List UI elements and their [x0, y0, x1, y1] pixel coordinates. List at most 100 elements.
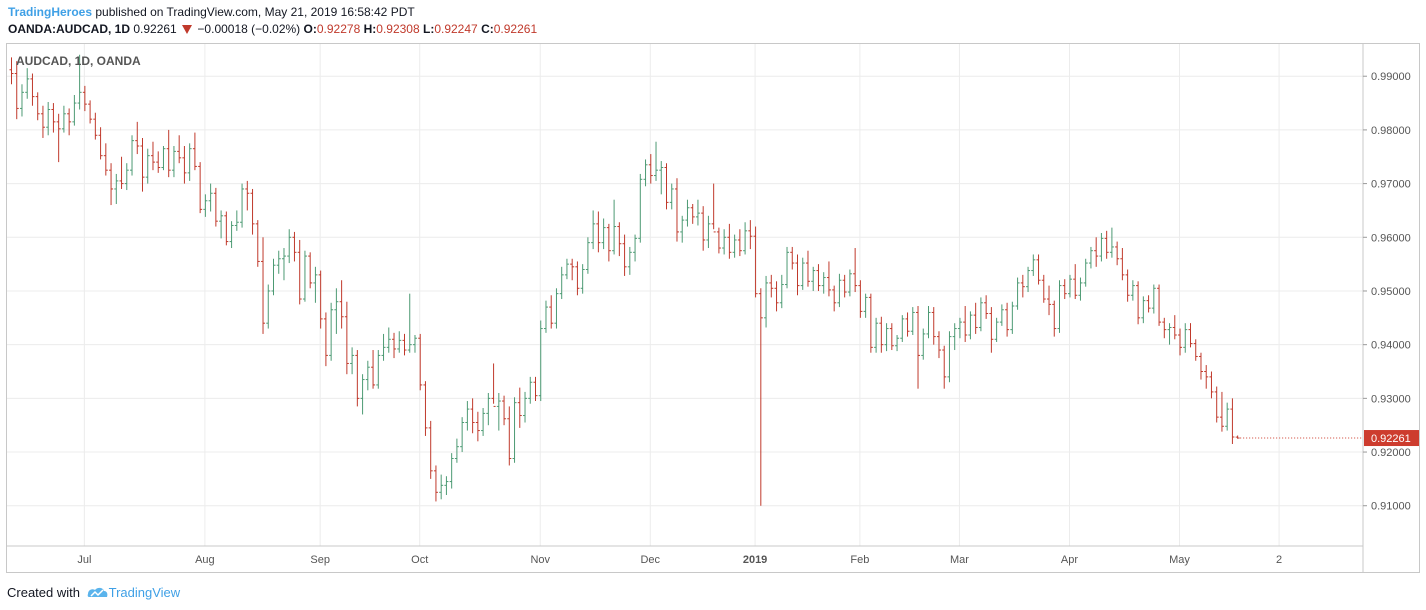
price-axis[interactable]: 0.91000 0.92000 0.93000 0.94000 0.95000 0.960…: [1363, 71, 1411, 513]
ohlc-bar: [439, 474, 444, 500]
ohlc-bar: [67, 108, 72, 136]
ohlc-bar: [695, 199, 700, 226]
ohlc-bar: [1141, 296, 1146, 324]
ohlc-bar: [638, 173, 643, 243]
ohlc-bar: [423, 381, 428, 436]
ohlc-bar: [245, 180, 250, 211]
ohlc-bar: [344, 301, 349, 375]
ohlc-bar: [72, 95, 77, 126]
ohlc-bar: [832, 285, 837, 312]
ohlc-bar: [868, 293, 873, 353]
ohlc-bar: [973, 302, 978, 334]
ohlc-bar: [318, 270, 323, 329]
tradingview-link[interactable]: TradingView: [108, 585, 181, 600]
ohlc-bar: [837, 273, 842, 308]
ohlc-bar: [1062, 279, 1067, 300]
ohlc-bar: [213, 187, 218, 227]
ohlc-bar: [224, 211, 229, 246]
ohlc-bar: [805, 250, 810, 287]
ohlc-bar: [40, 105, 45, 138]
ohlc-bar: [889, 323, 894, 351]
ohlc-bar: [690, 203, 695, 224]
ohlc-bar: [1146, 295, 1151, 313]
ohlc-bar: [559, 266, 564, 300]
ohlc-chart[interactable]: 0.91000 0.92000 0.93000 0.94000 0.95000 0.960…: [7, 44, 1419, 572]
ohlc-bar: [402, 333, 407, 356]
ohlc-bar: [145, 148, 150, 184]
ohlc-bar: [785, 246, 790, 289]
ohlc-bar: [1120, 248, 1125, 281]
open-value: 0.92278: [316, 22, 361, 36]
ohlc-bar: [496, 392, 501, 431]
ohlc-bar: [281, 248, 286, 281]
ohlc-bar: [585, 237, 590, 274]
ohlc-bar: [743, 222, 748, 255]
ohlc-bar: [93, 112, 98, 140]
ohlc-bar: [659, 161, 664, 195]
price-tick-label: 0.92000: [1371, 447, 1411, 459]
ohlc-bar: [769, 274, 774, 298]
time-axis[interactable]: Jul Aug Sep Oct Nov Dec 2019 Feb Mar Apr May 2: [77, 554, 1282, 566]
author-link[interactable]: TradingHeroes: [8, 5, 93, 19]
ohlc-bar: [302, 250, 307, 302]
ohlc-bar: [680, 215, 685, 243]
ohlc-bar: [392, 332, 397, 359]
ohlc-bar: [56, 113, 61, 163]
ohlc-bar: [732, 234, 737, 258]
price-tick-label: 0.95000: [1371, 286, 1411, 298]
price-tick-label: 0.97000: [1371, 179, 1411, 191]
tradingview-logo-icon: [87, 587, 107, 597]
ohlc-bar: [575, 261, 580, 296]
ohlc-bar: [1109, 227, 1114, 258]
ohlc-bar: [365, 360, 370, 391]
ohlc-bar: [1078, 277, 1083, 301]
ohlc-bar: [538, 320, 543, 402]
ohlc-bar: [701, 206, 706, 251]
published-text: published on TradingView.com, May 21, 20…: [95, 5, 415, 19]
ohlc-bar: [753, 226, 758, 298]
price-tick-label: 0.98000: [1371, 125, 1411, 137]
ohlc-bar: [276, 250, 281, 274]
time-tick-label: Mar: [950, 554, 969, 566]
ohlc-bar: [606, 223, 611, 262]
ohlc-bar: [491, 363, 496, 407]
high-label: H:: [363, 22, 377, 36]
ohlc-bar: [1151, 284, 1156, 314]
ohlc-bar: [921, 328, 926, 360]
time-tick-label: Nov: [530, 554, 550, 566]
price-change: −0.00018 (−0.02%): [197, 22, 301, 36]
ohlc-bar: [984, 295, 989, 319]
ohlc-bar: [591, 210, 596, 250]
ohlc-bar: [287, 229, 292, 264]
ohlc-bar: [1094, 237, 1099, 267]
ohlc-bar: [1225, 402, 1230, 431]
ohlc-bar: [82, 85, 87, 112]
ohlc-bar: [528, 376, 533, 404]
ohlc-bar: [879, 316, 884, 353]
ohlc-bar: [9, 57, 14, 85]
ohlc-bar: [323, 312, 328, 367]
ohlc-bar: [1214, 386, 1219, 423]
ohlc-bar: [900, 315, 905, 342]
ohlc-bar: [150, 141, 155, 171]
ohlc-bar: [1209, 371, 1214, 399]
ohlc-bar: [109, 163, 114, 206]
ohlc-bar: [842, 274, 847, 298]
ohlc-bar: [570, 258, 575, 281]
ohlc-bar: [821, 272, 826, 294]
last-price-badge: [1364, 430, 1419, 447]
time-tick-label: Dec: [640, 554, 660, 566]
ohlc-bar: [952, 323, 957, 351]
chart-title: AUDCAD, 1D, OANDA: [16, 54, 141, 68]
chart-frame[interactable]: 0.91000 0.92000 0.93000 0.94000 0.95000 0.960…: [6, 43, 1420, 573]
ohlc-bar: [1230, 398, 1235, 444]
ohlc-bar: [135, 121, 140, 155]
ohlc-bar: [1099, 232, 1104, 262]
ohlc-bar: [512, 397, 517, 463]
ohlc-bar: [1036, 254, 1041, 285]
time-tick-label: Feb: [850, 554, 869, 566]
ohlc-bar: [1005, 302, 1010, 337]
ohlc-bar: [454, 438, 459, 463]
ohlc-bar: [124, 163, 129, 191]
ohlc-bar: [931, 307, 936, 345]
